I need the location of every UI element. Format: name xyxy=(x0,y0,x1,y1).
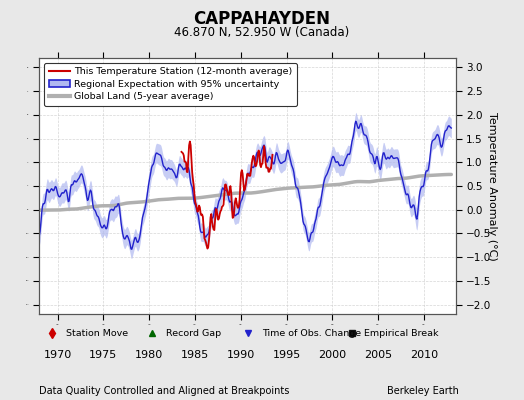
Legend: This Temperature Station (12-month average), Regional Expectation with 95% uncer: This Temperature Station (12-month avera… xyxy=(44,63,297,106)
Text: 2005: 2005 xyxy=(364,350,392,360)
Text: Station Move: Station Move xyxy=(67,328,128,338)
Text: Record Gap: Record Gap xyxy=(166,328,222,338)
Text: 1985: 1985 xyxy=(181,350,209,360)
Text: Data Quality Controlled and Aligned at Breakpoints: Data Quality Controlled and Aligned at B… xyxy=(39,386,290,396)
Text: 2010: 2010 xyxy=(410,350,438,360)
Text: 46.870 N, 52.950 W (Canada): 46.870 N, 52.950 W (Canada) xyxy=(174,26,350,39)
Text: 1995: 1995 xyxy=(272,350,301,360)
Text: Time of Obs. Change: Time of Obs. Change xyxy=(262,328,361,338)
Text: Empirical Break: Empirical Break xyxy=(364,328,439,338)
Text: 2000: 2000 xyxy=(318,350,346,360)
Text: 1990: 1990 xyxy=(226,350,255,360)
Text: 1970: 1970 xyxy=(43,350,72,360)
Y-axis label: Temperature Anomaly (°C): Temperature Anomaly (°C) xyxy=(487,112,497,260)
Text: 1975: 1975 xyxy=(89,350,117,360)
Text: CAPPAHAYDEN: CAPPAHAYDEN xyxy=(193,10,331,28)
Text: Berkeley Earth: Berkeley Earth xyxy=(387,386,458,396)
Text: 1980: 1980 xyxy=(135,350,163,360)
